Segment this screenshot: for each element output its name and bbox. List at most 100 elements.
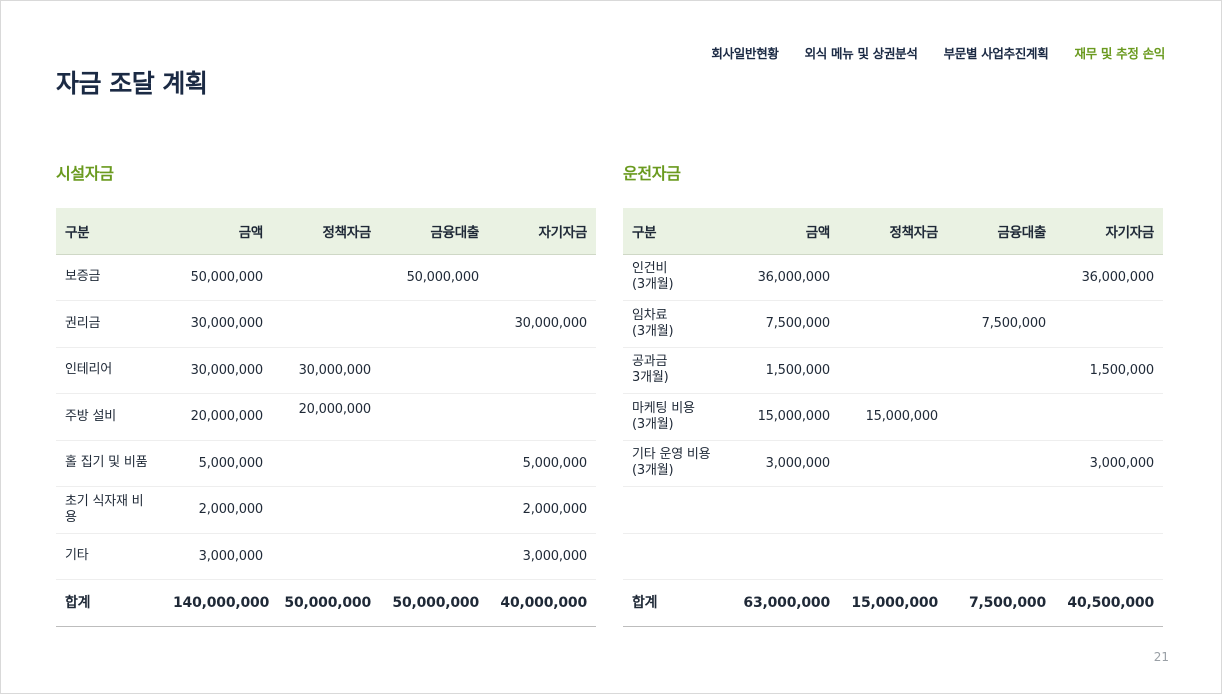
table-row: 주방 설비 20,000,000 20,000,000 [56,393,596,441]
amount-cell: 15,000,000 [839,393,947,441]
amount-cell [380,533,488,580]
amount-cell [839,347,947,394]
table-row: 공과금 3개월) 1,500,000 1,500,000 [623,347,1163,394]
table-row: 기타 3,000,000 3,000,000 [56,533,596,580]
amount-cell [731,486,839,534]
page-title: 자금 조달 계획 [56,69,208,98]
column-header: 정책자금 [272,208,380,255]
amount-cell [731,533,839,580]
amount-cell: 30,000,000 [488,300,596,348]
total-row: 합계 63,000,000 15,000,000 7,500,000 40,500,00… [623,579,1163,627]
amount-cell: 50,000,000 [164,254,272,301]
amount-cell: 30,000,000 [164,300,272,348]
total-amount: 15,000,000 [839,579,947,627]
amount-cell [272,300,380,348]
amount-cell: 2,000,000 [164,486,272,534]
row-label: 마케팅 비용 (3개월) [623,393,731,441]
column-header: 금액 [164,208,272,255]
amount-cell: 30,000,000 [164,347,272,394]
table-header-row: 구분 금액 정책자금 금융대출 자기자금 [623,208,1163,255]
operating-fund-title: 운전자금 [623,164,681,183]
amount-cell: 20,000,000 [272,393,380,441]
column-header: 자기자금 [488,208,596,255]
table-row: 인건비 (3개월) 36,000,000 36,000,000 [623,254,1163,301]
amount-cell [947,254,1055,301]
row-label: 인테리어 [56,347,164,394]
table-row: 홀 집기 및 비품 5,000,000 5,000,000 [56,440,596,487]
amount-cell: 3,000,000 [164,533,272,580]
row-label: 인건비 (3개월) [623,254,731,301]
amount-cell [839,486,947,534]
row-label: 보증금 [56,254,164,301]
column-header: 금융대출 [947,208,1055,255]
amount-cell [380,300,488,348]
row-label [623,486,731,534]
row-label [623,533,731,580]
amount-cell [380,393,488,441]
facility-fund-table: 구분 금액 정책자금 금융대출 자기자금 보증금 50,000,000 50,000,000 권… [56,208,596,627]
amount-cell: 20,000,000 [164,393,272,441]
amount-cell [839,440,947,487]
amount-cell [272,440,380,487]
amount-cell [947,393,1055,441]
page-number: 21 [1153,650,1169,664]
nav-item[interactable]: 외식 메뉴 및 상권분석 [804,46,918,61]
amount-cell [839,254,947,301]
column-header: 정책자금 [839,208,947,255]
total-amount: 140,000,000 [164,579,272,627]
amount-cell [1055,533,1163,580]
amount-cell: 7,500,000 [731,300,839,348]
operating-fund-table: 구분 금액 정책자금 금융대출 자기자금 인건비 (3개월) 36,000,000 36,00… [623,208,1163,627]
row-label: 권리금 [56,300,164,348]
row-label: 홀 집기 및 비품 [56,440,164,487]
total-label: 합계 [623,579,731,627]
amount-cell: 3,000,000 [1055,440,1163,487]
nav-item[interactable]: 재무 및 추정 손익 [1074,46,1165,61]
amount-cell [380,440,488,487]
total-row: 합계 140,000,000 50,000,000 50,000,000 40,000,… [56,579,596,627]
table-row [623,533,1163,580]
table-row: 임차료 (3개월) 7,500,000 7,500,000 [623,300,1163,348]
amount-cell: 50,000,000 [380,254,488,301]
column-header: 금융대출 [380,208,488,255]
amount-cell: 1,500,000 [1055,347,1163,394]
amount-cell [1055,300,1163,348]
column-header: 구분 [623,208,731,255]
amount-cell [947,533,1055,580]
column-header: 자기자금 [1055,208,1163,255]
top-nav: 회사일반현황 외식 메뉴 및 상권분석 부문별 사업추진계획 재무 및 추정 손익 [711,43,1165,62]
table-row: 보증금 50,000,000 50,000,000 [56,254,596,301]
table-row: 기타 운영 비용 (3개월) 3,000,000 3,000,000 [623,440,1163,487]
total-amount: 40,000,000 [488,579,596,627]
operating-fund-section: 운전자금 구분 금액 정책자금 금융대출 자기자금 인건비 (3개월) 36,000,000… [623,162,1163,627]
amount-cell: 5,000,000 [488,440,596,487]
table-row: 마케팅 비용 (3개월) 15,000,000 15,000,000 [623,393,1163,441]
row-label: 기타 운영 비용 (3개월) [623,440,731,487]
table-header-row: 구분 금액 정책자금 금융대출 자기자금 [56,208,596,255]
amount-cell: 2,000,000 [488,486,596,534]
amount-cell [947,486,1055,534]
nav-item[interactable]: 부문별 사업추진계획 [943,46,1049,61]
facility-fund-title: 시설자금 [56,164,114,183]
amount-cell: 1,500,000 [731,347,839,394]
row-label: 기타 [56,533,164,580]
amount-cell [839,533,947,580]
total-amount: 7,500,000 [947,579,1055,627]
total-amount: 63,000,000 [731,579,839,627]
row-label: 초기 식자재 비용 [56,486,164,534]
table-row: 권리금 30,000,000 30,000,000 [56,300,596,348]
amount-cell [1055,486,1163,534]
column-header: 금액 [731,208,839,255]
amount-cell: 36,000,000 [1055,254,1163,301]
amount-cell [272,254,380,301]
amount-cell [488,254,596,301]
amount-cell: 3,000,000 [731,440,839,487]
column-header: 구분 [56,208,164,255]
table-row [623,486,1163,534]
nav-item[interactable]: 회사일반현황 [711,46,779,61]
amount-cell [272,486,380,534]
facility-fund-section: 시설자금 구분 금액 정책자금 금융대출 자기자금 보증금 50,000,000 50,000… [56,162,596,627]
table-row: 인테리어 30,000,000 30,000,000 [56,347,596,394]
row-label: 임차료 (3개월) [623,300,731,348]
amount-cell [839,300,947,348]
